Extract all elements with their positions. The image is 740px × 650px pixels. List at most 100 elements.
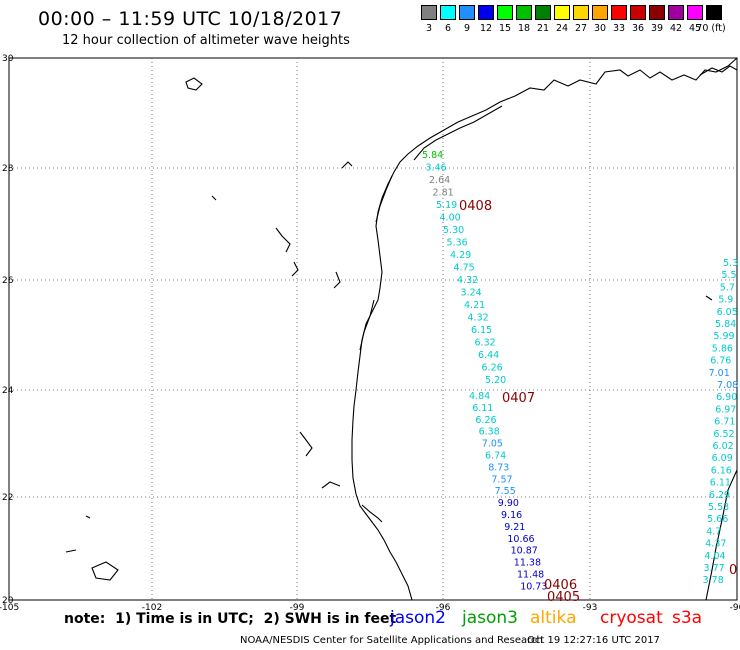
longitude-label: -93 [583, 603, 598, 612]
swh-value: 10.87 [511, 546, 538, 557]
legend-swatch-label: 9 [463, 23, 471, 34]
legend-swatch-label: 21 [536, 23, 550, 34]
legend-swatch-label: 15 [498, 23, 512, 34]
swh-value: 6.74 [485, 451, 506, 462]
pass-label: 0408 [459, 199, 492, 214]
swh-value: 7.01 [709, 368, 730, 379]
legend-swatch-label: 30 [593, 23, 607, 34]
swh-value: 7.05 [482, 439, 503, 450]
swh-value: 8.73 [488, 462, 509, 473]
latitude-label: 24 [2, 386, 14, 396]
swh-value: 6.11 [472, 403, 493, 414]
swh-value: 5.84 [422, 150, 443, 161]
legend-swatch [649, 5, 665, 20]
swh-value: 5.84 [715, 319, 736, 330]
longitude-label: -102 [142, 603, 162, 612]
pass-label: 0405 [547, 590, 580, 605]
swh-value: 5.86 [712, 343, 733, 354]
swh-value: 3.46 [426, 163, 447, 174]
legend-jason3: jason3 [462, 608, 518, 628]
swh-value: 3.78 [703, 575, 724, 586]
legend-swatch-label: 39 [650, 23, 664, 34]
axis-labels: 30 28 26 24 22 20-105 -102 -99 -96 -93 -90 [0, 54, 740, 612]
legend-cryosat: cryosat [600, 608, 663, 628]
coastline [65, 57, 738, 601]
longitude-label: -105 [0, 603, 19, 612]
pass-label: 0407 [502, 391, 535, 406]
swh-value: 6.38 [479, 427, 500, 438]
legend-swatch [554, 5, 570, 20]
pass-label: 0 [729, 563, 737, 578]
swh-value: 6.15 [471, 325, 492, 336]
legend-swatch-label: 3 [425, 23, 433, 34]
legend-altika: altika [530, 608, 577, 628]
swh-value: 6.97 [715, 404, 736, 415]
legend-swatch [573, 5, 589, 20]
swh-value: 5.19 [436, 200, 457, 211]
swh-value: 6.32 [475, 338, 496, 349]
swh-value: 6.11 [710, 478, 731, 489]
swh-value: 7.08 [717, 380, 738, 391]
swh-value: 5.3 [723, 258, 738, 269]
swh-value: 6.52 [713, 429, 734, 440]
legend-swatch [592, 5, 608, 20]
color-legend: 3 6 9 12 15 18 21 24 27 30 33 36 39 42 45 70 (ft) [421, 5, 729, 35]
swh-value: 3.77 [704, 563, 725, 574]
swh-value: 4.84 [469, 391, 490, 402]
generation-timestamp: Oct 19 12:27:16 UTC 2017 [527, 635, 660, 646]
altimeter-tracks: 5.843.462.642.815.194.005.305.364.294.75… [422, 150, 738, 605]
swh-value: 4.75 [454, 263, 475, 274]
swh-value: 5.99 [713, 331, 734, 342]
legend-s3a: s3a [672, 608, 703, 628]
swh-value: 6.16 [711, 465, 732, 476]
swh-value: 6.26 [475, 415, 496, 426]
legend-swatch [535, 5, 551, 20]
legend-swatch [421, 5, 437, 20]
swh-value: 6.76 [710, 356, 731, 367]
footer-note: note: 1) Time is in UTC; 2) SWH is in fe… [64, 611, 397, 627]
legend-jason2: jason2 [390, 608, 446, 628]
swh-value: 9.21 [504, 522, 525, 533]
swh-value: 6.02 [713, 441, 734, 452]
legend-swatch-label: 24 [555, 23, 569, 34]
swh-value: 10.66 [507, 534, 534, 545]
page-title: 00:00 – 11:59 UTC 10/18/2017 [38, 8, 343, 30]
lat-lon-grid [9, 58, 737, 600]
swh-value: 6.09 [712, 453, 733, 464]
legend-swatch-label: 6 [444, 23, 452, 34]
swh-value: 4.21 [464, 300, 485, 311]
swh-value: 6.29 [709, 490, 730, 501]
swh-value: 5.7 [720, 282, 735, 293]
legend-swatch [497, 5, 513, 20]
swh-value: 5.9 [718, 295, 733, 306]
legend-swatch-label: 18 [517, 23, 531, 34]
swh-value: 11.48 [517, 570, 544, 581]
map-panel: 30 28 26 24 22 20-105 -102 -99 -96 -93 -90 5.84 3.4… [0, 54, 740, 612]
swh-value: 6.26 [482, 363, 503, 374]
legend-swatch-label: 36 [631, 23, 645, 34]
swh-value: 4.7 [706, 526, 721, 537]
legend-swatch [459, 5, 475, 20]
legend-swatch [668, 5, 684, 20]
legend-swatch-label: 12 [479, 23, 493, 34]
swh-value: 6.05 [717, 307, 738, 318]
swh-value: 10.73 [520, 581, 547, 592]
swh-value: 3.24 [461, 288, 482, 299]
latitude-label: 28 [2, 164, 14, 174]
legend-swatch-label: 42 [669, 23, 683, 34]
swh-value: 9.16 [501, 510, 522, 521]
swh-value: 2.64 [429, 175, 450, 186]
legend-swatch [630, 5, 646, 20]
latitude-label: 22 [2, 493, 13, 503]
legend-swatch-label: 70 (ft) [696, 23, 726, 34]
swh-value: 4.32 [457, 275, 478, 286]
swh-value: 5.20 [485, 375, 506, 386]
swh-value: 4.32 [468, 313, 489, 324]
legend-swatch-label: 45 [688, 23, 702, 34]
swh-value: 6.90 [716, 392, 737, 403]
swh-value: 11.38 [514, 558, 541, 569]
legend-swatch-label: 33 [612, 23, 626, 34]
swh-value: 4.00 [440, 213, 461, 224]
page-subtitle: 12 hour collection of altimeter wave hei… [62, 33, 350, 48]
latitude-label: 30 [2, 54, 14, 64]
